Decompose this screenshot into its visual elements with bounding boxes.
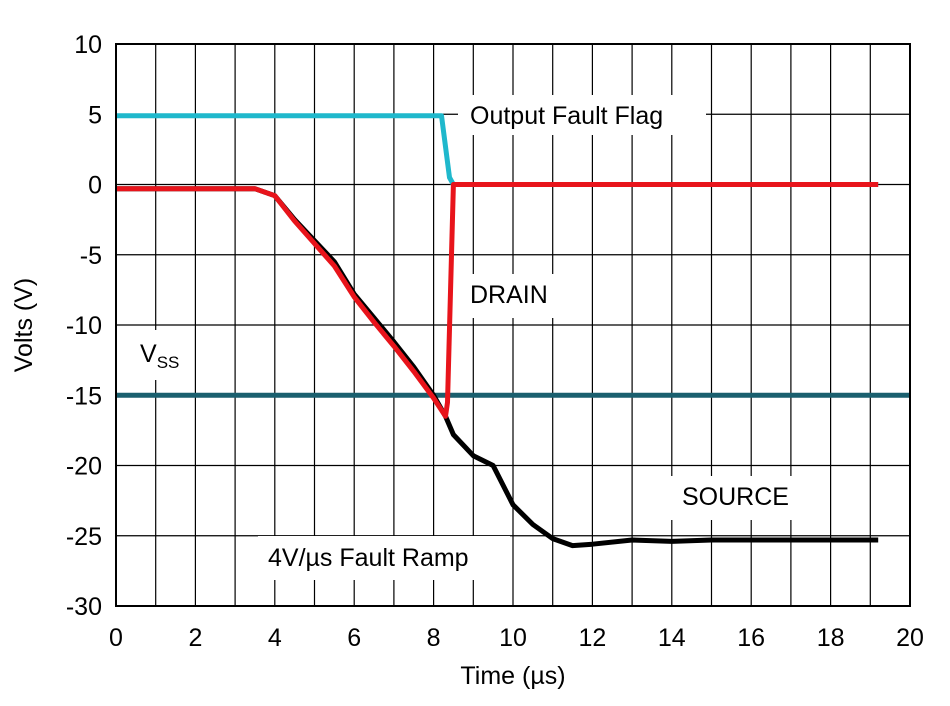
y-tick-label: -30 — [66, 593, 102, 621]
y-tick-label: -10 — [66, 312, 102, 340]
x-tick-label: 8 — [427, 624, 441, 652]
label-background — [670, 476, 820, 520]
y-tick-label: 10 — [74, 31, 102, 59]
x-tick-label: 6 — [347, 624, 361, 652]
y-tick-label: -20 — [66, 453, 102, 481]
y-tick-label: -15 — [66, 382, 102, 410]
x-tick-label: 12 — [578, 624, 606, 652]
x-tick-label: 18 — [817, 624, 845, 652]
annotation: DRAIN — [470, 281, 548, 309]
label-background — [458, 274, 568, 318]
y-tick-label: 5 — [88, 101, 102, 129]
y-tick-label: 0 — [88, 172, 102, 200]
y-tick-label: -25 — [66, 523, 102, 551]
annotation-sub: SS — [157, 353, 180, 372]
x-tick-label: 16 — [737, 624, 765, 652]
annotation-main: V — [140, 340, 157, 368]
annotation: Output Fault Flag — [470, 102, 663, 130]
annotation: SOURCE — [682, 483, 789, 511]
x-tick-label: 20 — [896, 624, 924, 652]
plot-frame — [115, 43, 911, 607]
label-background — [128, 330, 194, 380]
y-tick-label: -5 — [80, 242, 102, 270]
label-background — [258, 536, 510, 580]
y-axis-label: Volts (V) — [10, 278, 38, 372]
annotation: 4V/µs Fault Ramp — [268, 544, 469, 572]
x-tick-label: 4 — [268, 624, 282, 652]
x-tick-label: 14 — [658, 624, 686, 652]
x-tick-label: 10 — [499, 624, 527, 652]
x-tick-label: 2 — [188, 624, 202, 652]
x-tick-label: 0 — [109, 624, 123, 652]
x-axis-label: Time (µs) — [460, 662, 565, 690]
series-line — [116, 182, 879, 419]
label-background — [458, 95, 706, 135]
annotation: VSS — [140, 340, 179, 372]
